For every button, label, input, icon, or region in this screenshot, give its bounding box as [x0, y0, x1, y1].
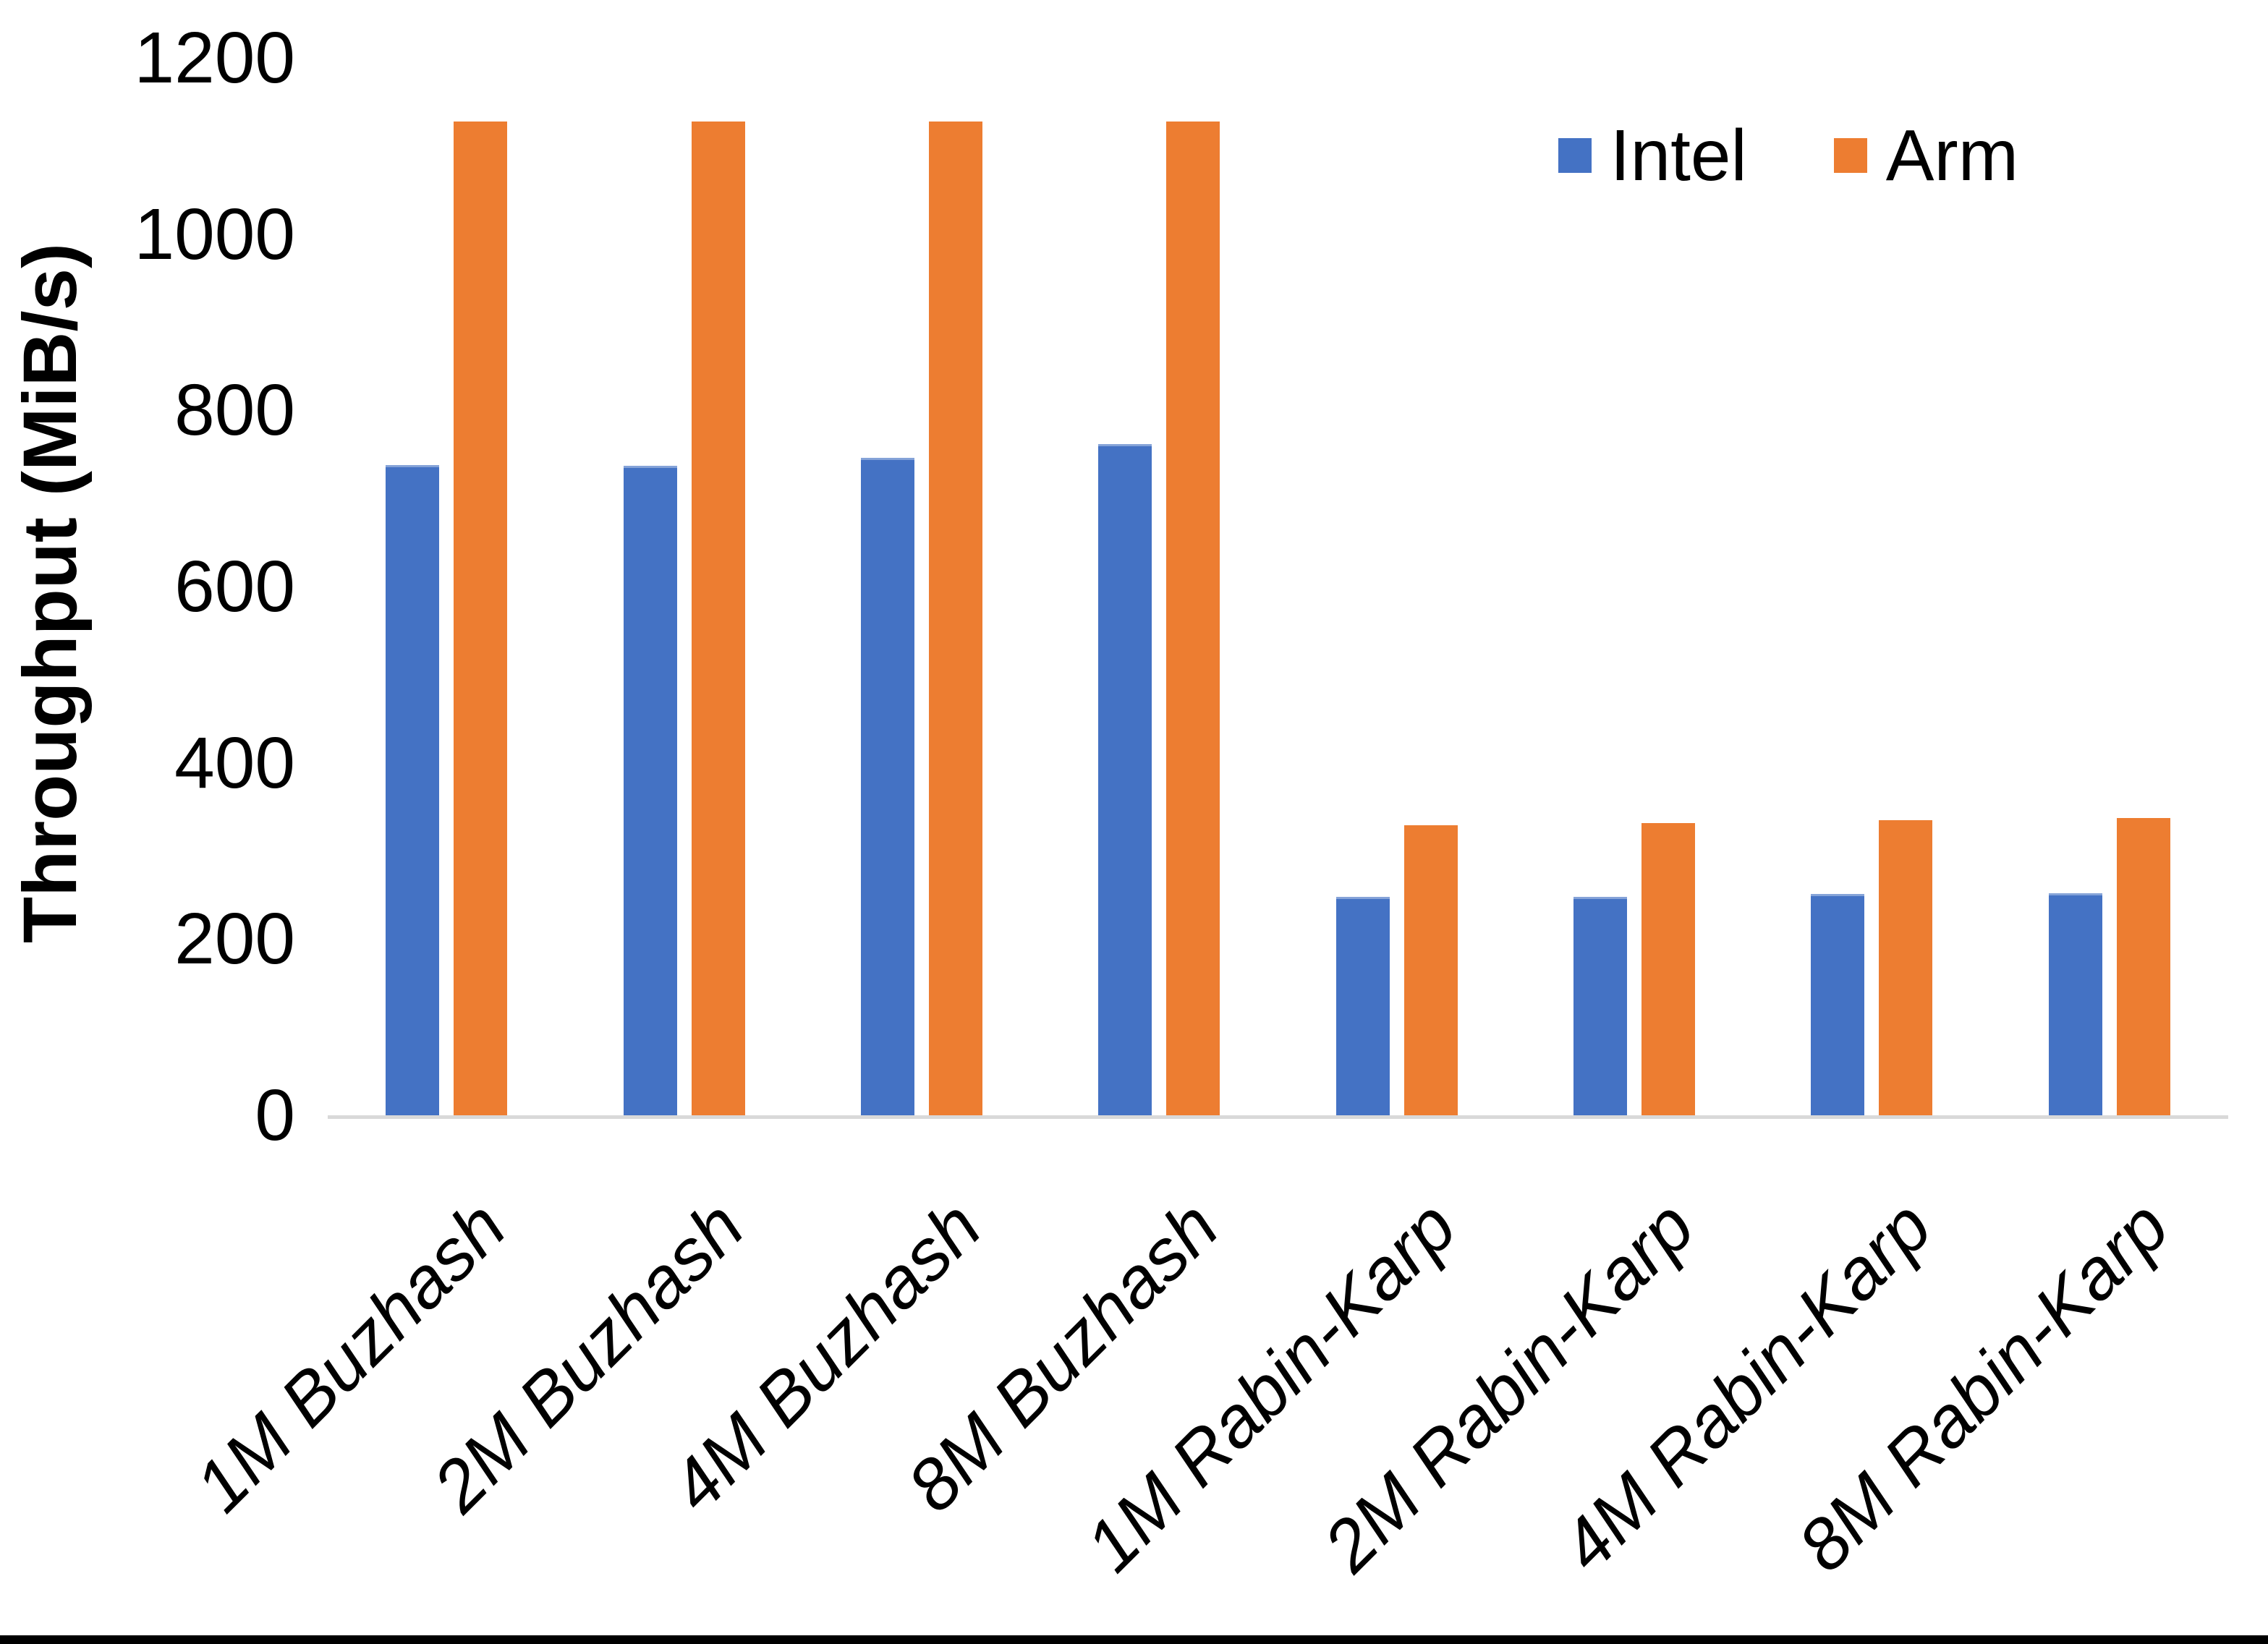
legend-label-intel: Intel	[1610, 115, 1747, 196]
y-axis-title: Throughput (MiB/s)	[8, 242, 93, 944]
y-tick-label-600: 600	[174, 546, 295, 627]
bar-intel-1m-buzhash	[386, 464, 440, 1117]
legend-label-arm: Arm	[1885, 115, 2018, 196]
bar-arm-8m-rabin-karp	[2116, 818, 2170, 1115]
bar-arm-4m-buzhash	[928, 121, 982, 1115]
bar-arm-4m-rabin-karp	[1879, 819, 1933, 1115]
legend-swatch-arm	[1833, 138, 1867, 173]
legend-item-intel: Intel	[1558, 116, 1747, 195]
bar-arm-1m-rabin-karp	[1403, 825, 1458, 1115]
bar-arm-1m-buzhash	[454, 121, 508, 1115]
legend: Intel Arm	[1558, 116, 2018, 195]
bar-intel-4m-rabin-karp	[1811, 894, 1865, 1117]
bar-arm-2m-rabin-karp	[1641, 822, 1696, 1115]
y-tick-label-800: 800	[174, 370, 295, 451]
bottom-border	[0, 1635, 2268, 1644]
legend-swatch-intel	[1558, 138, 1592, 173]
y-tick-label-400: 400	[174, 722, 295, 804]
bar-intel-2m-rabin-karp	[1573, 896, 1628, 1117]
bar-arm-8m-buzhash	[1166, 121, 1220, 1115]
y-tick-label-1000: 1000	[134, 193, 295, 275]
bar-intel-4m-buzhash	[860, 458, 914, 1117]
bar-arm-2m-buzhash	[691, 121, 745, 1115]
legend-item-arm: Arm	[1833, 115, 2018, 196]
x-axis-line	[328, 1115, 2228, 1119]
bar-intel-8m-buzhash	[1098, 443, 1152, 1117]
y-tick-label-1200: 1200	[134, 17, 295, 98]
y-tick-label-200: 200	[174, 898, 295, 980]
bar-intel-2m-buzhash	[623, 466, 677, 1117]
y-tick-label-0: 0	[255, 1075, 295, 1156]
bar-intel-1m-rabin-karp	[1335, 896, 1390, 1117]
bar-intel-8m-rabin-karp	[2048, 893, 2102, 1117]
